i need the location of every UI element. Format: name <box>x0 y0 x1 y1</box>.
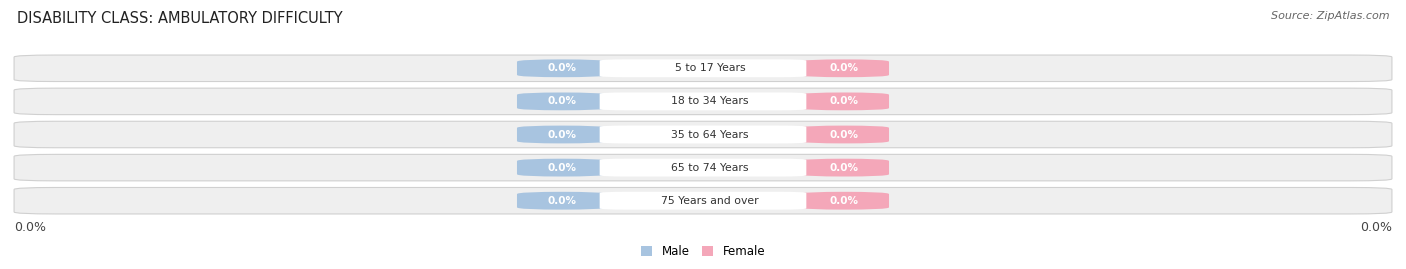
Text: 65 to 74 Years: 65 to 74 Years <box>671 162 748 173</box>
Text: 0.0%: 0.0% <box>547 196 576 206</box>
Text: 5 to 17 Years: 5 to 17 Years <box>675 63 745 73</box>
FancyBboxPatch shape <box>800 126 889 143</box>
FancyBboxPatch shape <box>800 59 889 77</box>
Text: DISABILITY CLASS: AMBULATORY DIFFICULTY: DISABILITY CLASS: AMBULATORY DIFFICULTY <box>17 11 343 26</box>
FancyBboxPatch shape <box>599 126 807 143</box>
FancyBboxPatch shape <box>14 55 1392 82</box>
Text: 0.0%: 0.0% <box>547 63 576 73</box>
Text: Source: ZipAtlas.com: Source: ZipAtlas.com <box>1271 11 1389 21</box>
Text: 0.0%: 0.0% <box>830 129 859 140</box>
FancyBboxPatch shape <box>517 159 606 176</box>
FancyBboxPatch shape <box>517 192 606 210</box>
Text: 0.0%: 0.0% <box>830 96 859 107</box>
FancyBboxPatch shape <box>14 187 1392 214</box>
FancyBboxPatch shape <box>517 59 606 77</box>
Text: 75 Years and over: 75 Years and over <box>661 196 759 206</box>
FancyBboxPatch shape <box>599 59 807 77</box>
FancyBboxPatch shape <box>800 93 889 110</box>
FancyBboxPatch shape <box>800 192 889 210</box>
FancyBboxPatch shape <box>517 126 606 143</box>
FancyBboxPatch shape <box>14 121 1392 148</box>
FancyBboxPatch shape <box>800 159 889 176</box>
FancyBboxPatch shape <box>599 192 807 210</box>
Text: 18 to 34 Years: 18 to 34 Years <box>671 96 748 107</box>
Text: 0.0%: 0.0% <box>14 221 46 234</box>
Text: 0.0%: 0.0% <box>547 129 576 140</box>
Legend: Male, Female: Male, Female <box>636 240 770 263</box>
FancyBboxPatch shape <box>599 93 807 110</box>
Text: 0.0%: 0.0% <box>547 162 576 173</box>
Text: 0.0%: 0.0% <box>830 162 859 173</box>
Text: 35 to 64 Years: 35 to 64 Years <box>671 129 748 140</box>
Text: 0.0%: 0.0% <box>1360 221 1392 234</box>
Text: 0.0%: 0.0% <box>830 196 859 206</box>
Text: 0.0%: 0.0% <box>830 63 859 73</box>
FancyBboxPatch shape <box>14 88 1392 115</box>
FancyBboxPatch shape <box>517 93 606 110</box>
Text: 0.0%: 0.0% <box>547 96 576 107</box>
FancyBboxPatch shape <box>14 154 1392 181</box>
FancyBboxPatch shape <box>599 159 807 176</box>
